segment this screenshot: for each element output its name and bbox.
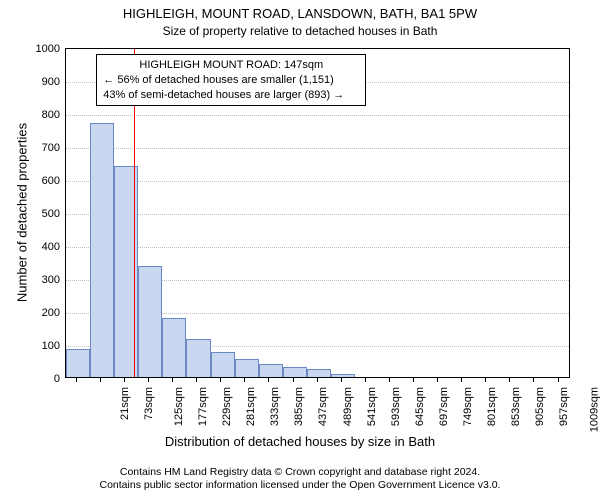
histogram-bar	[259, 364, 283, 377]
x-tick-label: 905sqm	[534, 381, 546, 426]
x-tick-mark	[196, 377, 197, 382]
x-tick-mark	[413, 377, 414, 382]
x-tick-label: 437sqm	[318, 381, 330, 426]
x-tick-label: 541sqm	[366, 381, 378, 426]
gridline	[66, 115, 569, 116]
x-tick-mark	[100, 377, 101, 382]
figure: HIGHLEIGH, MOUNT ROAD, LANSDOWN, BATH, B…	[0, 0, 600, 500]
x-tick-label: 385sqm	[294, 381, 306, 426]
x-tick-label: 281sqm	[245, 381, 257, 426]
x-tick-mark	[172, 377, 173, 382]
x-tick-mark	[148, 377, 149, 382]
footer-line-1: Contains HM Land Registry data © Crown c…	[0, 466, 600, 479]
x-tick-label: 73sqm	[143, 381, 155, 420]
y-tick-label: 600	[42, 175, 66, 187]
x-tick-mark	[485, 377, 486, 382]
x-tick-label: 489sqm	[342, 381, 354, 426]
y-tick-label: 200	[42, 307, 66, 319]
x-tick-mark	[341, 377, 342, 382]
x-tick-mark	[461, 377, 462, 382]
histogram-bar	[307, 369, 331, 377]
histogram-bar	[186, 339, 210, 377]
histogram-bar	[90, 123, 114, 377]
x-tick-label: 801sqm	[486, 381, 498, 426]
gridline	[66, 181, 569, 182]
x-tick-label: 593sqm	[390, 381, 402, 426]
plot-area: 0100200300400500600700800900100021sqm73s…	[65, 48, 570, 378]
x-tick-label: 853sqm	[510, 381, 522, 426]
x-tick-mark	[317, 377, 318, 382]
x-tick-label: 125sqm	[173, 381, 185, 426]
histogram-bar	[211, 352, 235, 377]
y-tick-label: 800	[42, 109, 66, 121]
x-tick-mark	[365, 377, 366, 382]
gridline	[66, 148, 569, 149]
x-tick-mark	[509, 377, 510, 382]
x-tick-label: 697sqm	[438, 381, 450, 426]
annotation-line: ← 56% of detached houses are smaller (1,…	[103, 73, 359, 88]
footer-attribution: Contains HM Land Registry data © Crown c…	[0, 466, 600, 492]
x-tick-mark	[389, 377, 390, 382]
x-tick-label: 333sqm	[269, 381, 281, 426]
histogram-bar	[331, 374, 355, 377]
x-tick-mark	[76, 377, 77, 382]
y-tick-label: 0	[54, 373, 66, 385]
chart-title: HIGHLEIGH, MOUNT ROAD, LANSDOWN, BATH, B…	[0, 6, 600, 21]
x-tick-label: 1009sqm	[589, 381, 600, 432]
x-axis-label: Distribution of detached houses by size …	[0, 434, 600, 449]
x-tick-label: 957sqm	[559, 381, 571, 426]
annotation-box: HIGHLEIGH MOUNT ROAD: 147sqm← 56% of det…	[96, 54, 366, 107]
x-tick-label: 229sqm	[221, 381, 233, 426]
x-tick-label: 21sqm	[119, 381, 131, 420]
histogram-bar	[66, 349, 90, 377]
y-tick-label: 700	[42, 142, 66, 154]
x-tick-mark	[533, 377, 534, 382]
histogram-bar	[283, 367, 307, 377]
x-tick-mark	[293, 377, 294, 382]
y-tick-label: 100	[42, 340, 66, 352]
chart-subtitle: Size of property relative to detached ho…	[0, 24, 600, 38]
annotation-line: 43% of semi-detached houses are larger (…	[103, 88, 359, 103]
x-tick-label: 749sqm	[462, 381, 474, 426]
gridline	[66, 247, 569, 248]
y-tick-label: 500	[42, 208, 66, 220]
y-tick-label: 1000	[36, 43, 66, 55]
y-tick-label: 400	[42, 241, 66, 253]
y-tick-label: 900	[42, 76, 66, 88]
histogram-bar	[138, 266, 162, 377]
x-tick-mark	[268, 377, 269, 382]
x-tick-mark	[558, 377, 559, 382]
x-tick-label: 177sqm	[197, 381, 209, 426]
histogram-bar	[162, 318, 186, 377]
y-tick-label: 300	[42, 274, 66, 286]
histogram-bar	[235, 359, 259, 377]
footer-line-2: Contains public sector information licen…	[0, 479, 600, 492]
y-axis-label: Number of detached properties	[15, 113, 30, 313]
x-tick-mark	[124, 377, 125, 382]
x-tick-mark	[220, 377, 221, 382]
annotation-line: HIGHLEIGH MOUNT ROAD: 147sqm	[103, 58, 359, 73]
gridline	[66, 214, 569, 215]
x-tick-mark	[437, 377, 438, 382]
x-tick-label: 645sqm	[414, 381, 426, 426]
x-tick-mark	[244, 377, 245, 382]
